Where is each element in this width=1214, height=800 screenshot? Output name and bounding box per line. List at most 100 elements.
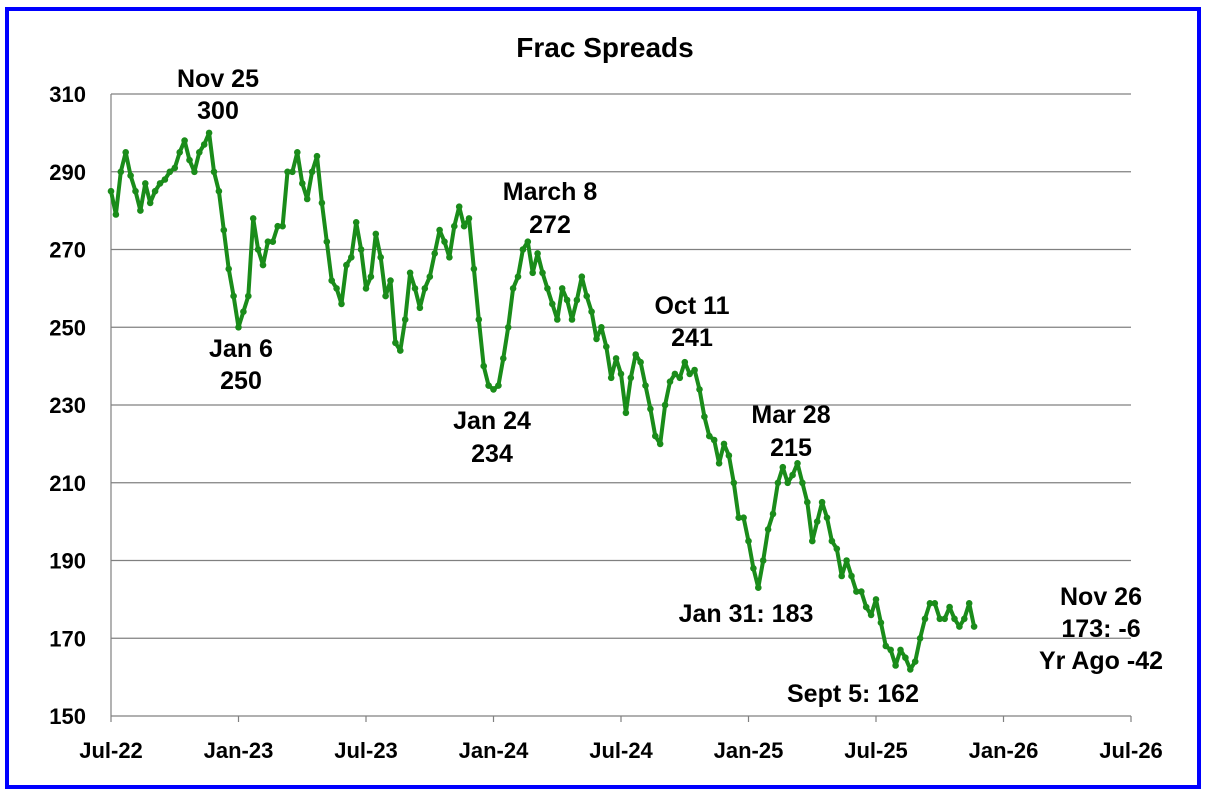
data-point — [426, 273, 434, 281]
data-point — [455, 203, 463, 210]
data-point — [907, 666, 914, 673]
y-tick-label: 190 — [49, 549, 86, 574]
data-point — [122, 149, 129, 156]
data-point — [230, 292, 237, 300]
data-point — [588, 308, 595, 316]
data-point — [401, 316, 409, 323]
data-point — [647, 405, 654, 413]
data-point — [436, 226, 443, 234]
data-point — [911, 658, 919, 665]
data-point — [666, 378, 674, 386]
data-point — [961, 615, 968, 623]
data-point — [676, 374, 684, 382]
data-point — [549, 300, 556, 308]
data-point — [539, 269, 546, 277]
data-point — [284, 168, 291, 176]
data-point — [416, 304, 424, 312]
data-point — [642, 382, 649, 389]
x-tick-label: Jul-24 — [589, 738, 653, 763]
y-tick-label: 170 — [49, 626, 86, 651]
data-point — [774, 479, 782, 487]
data-point — [755, 584, 762, 591]
data-point — [514, 273, 522, 281]
data-point — [323, 238, 331, 245]
data-point — [245, 292, 252, 300]
data-point — [274, 222, 282, 230]
data-point — [823, 514, 831, 521]
data-point — [460, 222, 468, 230]
data-point — [191, 168, 198, 176]
data-point — [397, 347, 404, 354]
data-point — [519, 246, 527, 253]
x-tick-label: Jul-23 — [334, 738, 398, 763]
data-point — [607, 374, 615, 382]
data-point — [828, 537, 836, 545]
data-point — [558, 285, 566, 292]
data-point — [215, 187, 223, 195]
data-point — [235, 324, 242, 331]
annotations: Nov 25 300 Jan 6 250 March 8 272 Jan 24 234 Oct … — [177, 65, 1163, 708]
series-layer — [107, 129, 978, 673]
data-point — [936, 615, 944, 623]
data-point — [161, 176, 169, 183]
data-point — [500, 355, 507, 362]
data-point — [784, 479, 791, 487]
data-point — [858, 588, 865, 595]
data-point — [470, 265, 478, 273]
data-point — [652, 432, 659, 440]
data-point — [804, 498, 811, 506]
data-point — [338, 300, 345, 308]
data-point — [946, 603, 953, 611]
data-point — [377, 253, 385, 261]
annotation-text: Jan 24 — [453, 407, 531, 435]
data-point — [431, 250, 439, 257]
data-point — [632, 351, 639, 358]
data-point — [176, 149, 183, 156]
annotation-text: Jan 6 — [209, 335, 273, 363]
data-point — [720, 440, 728, 448]
data-point — [220, 226, 228, 234]
x-axis-ticks: Jul-22 Jan-23 Jul-23 Jan-24 Jul-24 Jan-25 Jul-… — [79, 716, 1163, 763]
data-point — [862, 603, 870, 611]
data-point — [411, 285, 419, 292]
data-point — [686, 370, 693, 378]
data-point — [740, 514, 747, 521]
data-point — [142, 180, 149, 187]
data-point — [392, 339, 399, 347]
data-point — [534, 250, 541, 257]
data-point — [833, 545, 841, 553]
data-point — [573, 296, 581, 304]
data-point — [107, 187, 115, 195]
data-point — [367, 273, 375, 281]
data-point — [465, 215, 473, 222]
data-point — [137, 207, 144, 214]
data-point — [529, 269, 536, 277]
data-point — [186, 156, 193, 164]
y-tick-label: 310 — [49, 82, 86, 107]
data-point — [612, 355, 620, 362]
data-point — [848, 572, 855, 580]
data-point — [249, 215, 257, 222]
data-point — [681, 358, 689, 366]
data-point — [132, 187, 139, 195]
data-point — [902, 654, 909, 661]
data-point — [882, 642, 890, 650]
annotation-text: Yr Ago -42 — [1039, 647, 1163, 675]
annotation-text: Jan 31: 183 — [679, 600, 814, 628]
data-point — [112, 211, 120, 218]
data-point — [196, 149, 203, 156]
data-point — [872, 596, 880, 603]
data-point — [156, 180, 164, 187]
data-point — [303, 195, 311, 203]
data-point — [769, 510, 777, 518]
data-point — [264, 238, 272, 245]
data-point — [475, 316, 483, 323]
data-point — [117, 168, 125, 176]
annotation-text: Nov 26 — [1060, 583, 1142, 611]
data-point — [661, 401, 669, 409]
data-point — [357, 246, 365, 253]
data-point — [671, 370, 679, 378]
data-point — [441, 238, 448, 245]
data-point — [151, 187, 159, 195]
data-point — [578, 273, 586, 281]
